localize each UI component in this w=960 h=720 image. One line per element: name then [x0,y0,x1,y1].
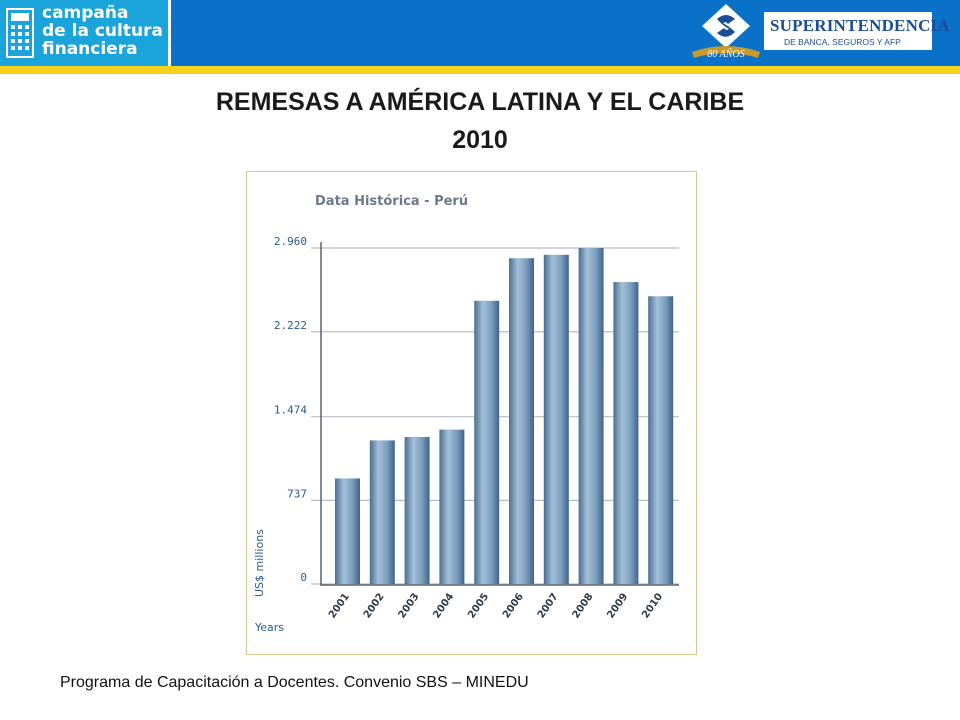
campaign-logo[interactable]: campaña de la cultura financiera [0,0,168,66]
bar-2004[interactable] [439,429,465,584]
sbs-subtitle: DE BANCA, SEGUROS Y AFP [784,37,901,47]
sbs-emblem-icon: 80 AÑOS [692,4,760,60]
sbs-anniversary-label: 80 AÑOS [707,48,744,60]
chart-panel: Data Histórica - Perú 0 737 1.474 2.222 2.96… [246,171,697,655]
calculator-icon [6,8,34,58]
bar-chart: Data Histórica - Perú 0 737 1.474 2.222 2.96… [253,194,679,634]
x-tick-label: 2001 [327,591,352,620]
bar-2003[interactable] [404,437,430,584]
y-tick-label: 737 [287,487,307,500]
bar-2010[interactable] [648,296,674,584]
x-tick-label: 2003 [397,591,422,620]
bar-2006[interactable] [509,258,534,584]
bar-2001[interactable] [335,478,360,584]
header-stripe [0,66,960,74]
y-tick-label: 0 [300,571,307,584]
x-tick-label: 2007 [536,591,561,620]
x-tick-label: 2002 [362,591,387,620]
bar-2007[interactable] [543,254,569,584]
x-tick-label: 2009 [605,591,630,620]
header-divider [168,0,171,66]
y-tick-label: 2.960 [274,235,307,248]
campaign-line-2: de la cultura [42,21,163,41]
footer-text: Programa de Capacitación a Docentes. Con… [60,674,529,691]
x-tick-label: 2004 [431,591,456,620]
campaign-line-1: campaña [42,3,129,23]
x-tick-label: 2005 [466,591,491,620]
x-tick-label: 2008 [571,591,596,620]
header-bar: campaña de la cultura financiera 80 AÑOS… [0,0,960,66]
slide-subtitle-year: 2010 [452,126,508,154]
sbs-logo[interactable]: SUPERINTENDENCIA DE BANCA, SEGUROS Y AFP [764,12,950,50]
bar-2008[interactable] [578,248,604,584]
slide-title: REMESAS A AMÉRICA LATINA Y EL CARIBE [215,88,745,116]
sbs-name: SUPERINTENDENCIA [770,16,950,35]
bar-2009[interactable] [613,282,639,584]
y-axis-label: US$ millions [253,529,266,597]
chart-title: Data Histórica - Perú [315,194,468,209]
bar-2002[interactable] [369,440,395,584]
x-tick-label: 2010 [640,591,665,620]
y-tick-label: 1.474 [274,404,307,417]
campaign-line-3: financiera [42,39,138,59]
x-axis-label: Years [254,621,284,634]
campaign-name: campaña de la cultura financiera [42,4,163,58]
x-tick-label: 2006 [501,591,526,620]
y-tick-label: 2.222 [274,319,307,332]
bar-2005[interactable] [474,300,500,584]
